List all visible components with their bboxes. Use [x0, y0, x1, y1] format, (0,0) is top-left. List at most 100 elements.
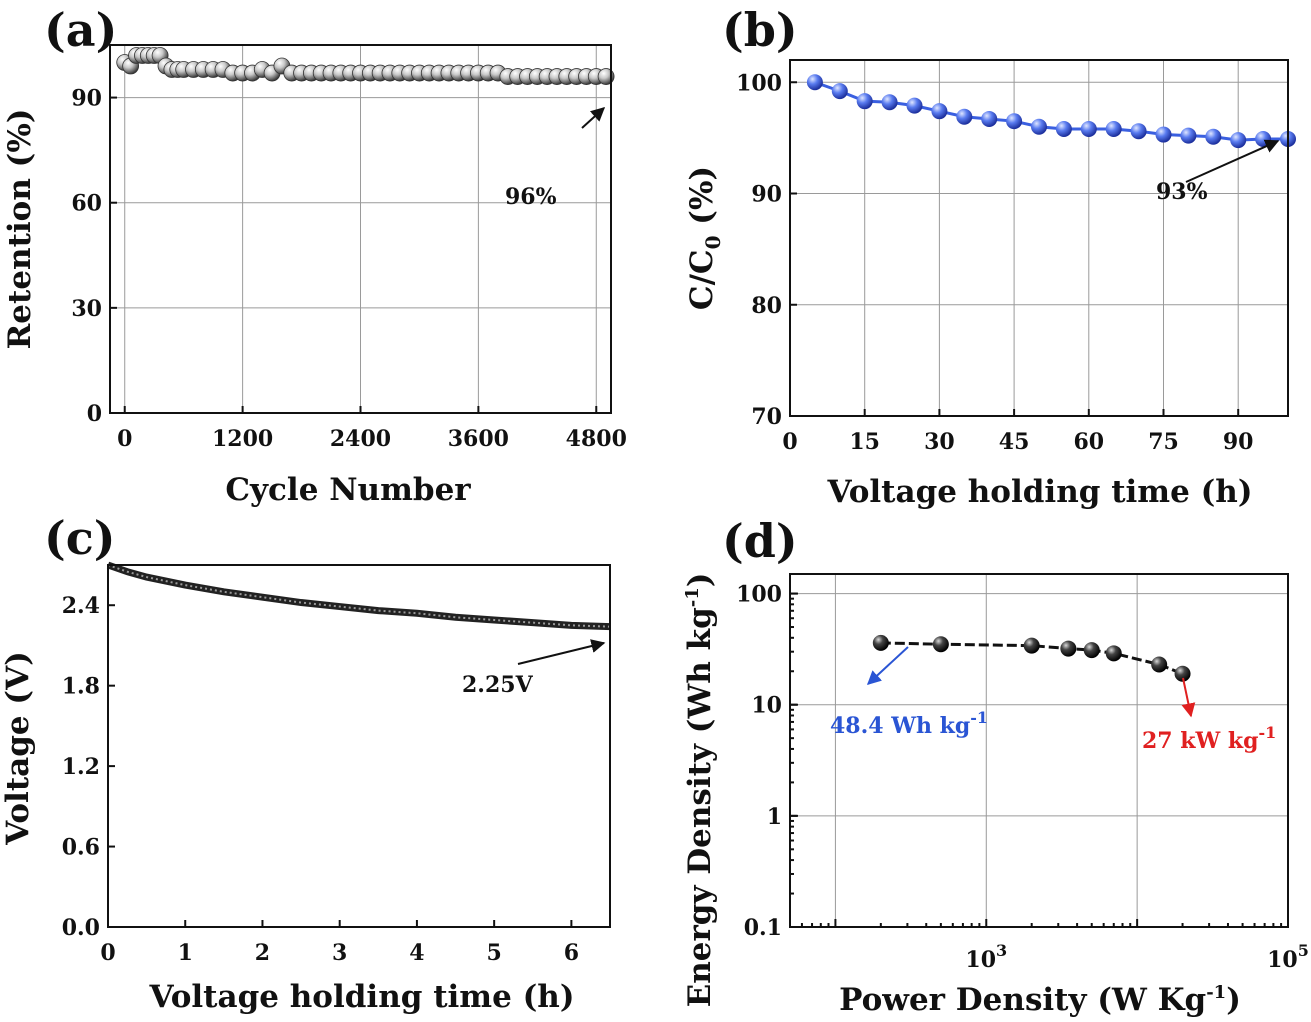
panel-b-x-tick-label: 75	[1148, 429, 1179, 455]
panel-c-x-tick-label: 6	[564, 940, 579, 966]
panel-a-x-tick-label: 2400	[330, 426, 391, 452]
panel-b-plot-frame	[789, 59, 1289, 417]
panel-a-y-tick-label: 90	[71, 86, 102, 112]
panel-d-data-point	[1105, 645, 1122, 662]
panel-d-annotation-energy-main: 48.4 Wh kg	[830, 713, 970, 739]
panel-d-marks	[872, 634, 1191, 682]
panel-b-data-point	[1006, 113, 1023, 130]
panel-c-y-tick-label: 0.0	[62, 915, 100, 941]
panel-d-y-tick-label: 0.1	[744, 915, 782, 941]
panel-a-ticks: 0 1200 2400 3600 4800 0 30 60 90	[71, 86, 627, 452]
panel-b-y-tick-label: 90	[751, 182, 782, 208]
panel-c-marks	[106, 561, 611, 631]
panel-b-data-point	[831, 83, 848, 100]
panel-d-plot-frame	[789, 573, 1289, 928]
panel-c-annotation-arrow	[517, 639, 606, 665]
panel-a-y-tick-label: 30	[71, 296, 102, 322]
panel-d-y-tick-label: 1	[767, 804, 782, 830]
panel-b-marks	[806, 74, 1296, 149]
panel-b-data-point	[1080, 120, 1097, 137]
panel-b-x-tick-label: 15	[849, 429, 880, 455]
panel-d-x-axis-title-main: Power Density (W Kg	[839, 982, 1206, 1018]
panel-d-x-axis-title: Power Density (W Kg-1)	[839, 982, 1241, 1018]
panel-d-annotation-energy: 48.4 Wh kg-1	[830, 708, 988, 739]
panel-b-y-axis-title-unit: (%)	[684, 166, 720, 236]
panel-d-x-tick-label-exp: 3	[996, 941, 1007, 960]
panel-b-data-point	[931, 103, 948, 120]
panel-c-x-tick-label: 3	[332, 940, 347, 966]
panel-b-annotation-arrow	[1185, 139, 1280, 183]
panel-b-y-tick-label: 70	[751, 404, 782, 430]
panel-d-y-axis-title-sup: -1	[682, 587, 703, 607]
panel-b-data-point	[1130, 123, 1147, 140]
panel-c-label: (c)	[44, 511, 116, 565]
panel-b-y-axis-title-sub: 0	[701, 236, 725, 250]
panel-b-data-point	[856, 93, 873, 110]
panel-c-y-tick-label: 1.8	[62, 674, 100, 700]
panel-a-y-axis-title: Retention (%)	[2, 109, 38, 350]
panel-c-plot-frame	[107, 564, 611, 928]
panel-d-y-axis-title: Energy Density (Wh kg-1)	[682, 573, 718, 1008]
panel-d-data-point	[1151, 656, 1168, 673]
panel-b-data-point	[1230, 132, 1247, 149]
panel-c-x-tick-label: 5	[486, 940, 501, 966]
panel-d-annotation-arrow-blue	[866, 646, 909, 685]
panel-b-data-point	[1180, 127, 1197, 144]
panel-a: 0 1200 2400 3600 4800 0 30 60 90 (a) Cycle Numbe…	[2, 3, 627, 508]
panel-c-x-tick-label: 2	[255, 940, 270, 966]
panel-c: 0 1 2 3 4 5 6 0.0 0.6 1.2 1.8 2.4 (c) Voltage holdi…	[0, 511, 611, 1015]
panel-b-y-tick-label: 80	[751, 293, 782, 319]
panel-d-data-point	[1174, 665, 1191, 682]
panel-a-grid	[110, 45, 611, 414]
panel-d-data-point	[932, 636, 949, 653]
panel-b-data-point	[1205, 128, 1222, 145]
panel-c-series-texture	[107, 564, 611, 628]
panel-b-data-point	[806, 74, 823, 91]
panel-a-y-tick-label: 60	[71, 191, 102, 217]
panel-d-x-tick-label-base: 10	[1267, 947, 1298, 973]
panel-d-annotation-energy-sup: -1	[970, 708, 988, 727]
panel-b-annotation: 93%	[1156, 179, 1208, 205]
panel-b-ticks: 0 15 30 45 60 75 90 70 80 90 100	[736, 70, 1253, 455]
panel-c-x-tick-label: 4	[409, 940, 424, 966]
panel-b-y-axis-title: C/C0 (%)	[684, 166, 725, 310]
panel-b-data-point	[881, 94, 898, 111]
panel-d-y-tick-label: 100	[736, 582, 782, 608]
panel-d-data-point	[872, 634, 889, 651]
panel-b-data-point	[1031, 118, 1047, 135]
panel-b-y-axis-title-main: C/C	[684, 249, 720, 310]
panel-d-x-axis-title-sup: -1	[1206, 982, 1226, 1003]
panel-c-x-tick-label: 0	[100, 940, 115, 966]
panel-d-y-axis-title-end: )	[682, 573, 718, 588]
panel-c-series-line	[106, 561, 611, 631]
panel-a-marks	[116, 47, 615, 85]
panel-a-y-tick-label: 0	[87, 401, 102, 427]
panel-c-ticks: 0 1 2 3 4 5 6 0.0 0.6 1.2 1.8 2.4	[62, 593, 579, 966]
panel-a-x-axis-title: Cycle Number	[225, 472, 471, 508]
panel-d-x-axis-title-end: )	[1226, 982, 1241, 1018]
panel-a-label: (a)	[44, 3, 117, 57]
panel-b-x-tick-label: 45	[999, 429, 1030, 455]
panel-d-x-tick-label-exp: 5	[1298, 941, 1309, 960]
panel-a-x-tick-label: 0	[117, 426, 132, 452]
panel-c-y-tick-label: 1.2	[62, 754, 100, 780]
panel-a-annotation-arrow	[581, 107, 606, 129]
panel-b-x-tick-label: 0	[782, 429, 797, 455]
panel-d-y-axis-title-main: Energy Density (Wh kg	[682, 607, 718, 1007]
panel-b-grid	[789, 60, 1288, 417]
panel-a-x-tick-label: 3600	[448, 426, 509, 452]
panel-a-x-tick-label: 4800	[566, 426, 627, 452]
panel-b-data-point	[1055, 120, 1072, 137]
panel-c-y-axis-title: Voltage (V)	[0, 651, 36, 846]
panel-d-data-point	[1023, 637, 1040, 654]
panel-d-annotation-power-main: 27 kW kg	[1142, 728, 1259, 754]
panel-d-data-point	[1060, 640, 1077, 657]
panel-c-y-tick-label: 2.4	[62, 593, 100, 619]
panel-d-annotation-power-sup: -1	[1259, 723, 1277, 742]
panel-d-y-tick-label: 10	[751, 693, 782, 719]
panel-b-data-point	[981, 110, 998, 127]
panel-d-x-tick-label: 105	[1267, 941, 1309, 973]
panel-b-data-point	[906, 97, 923, 114]
